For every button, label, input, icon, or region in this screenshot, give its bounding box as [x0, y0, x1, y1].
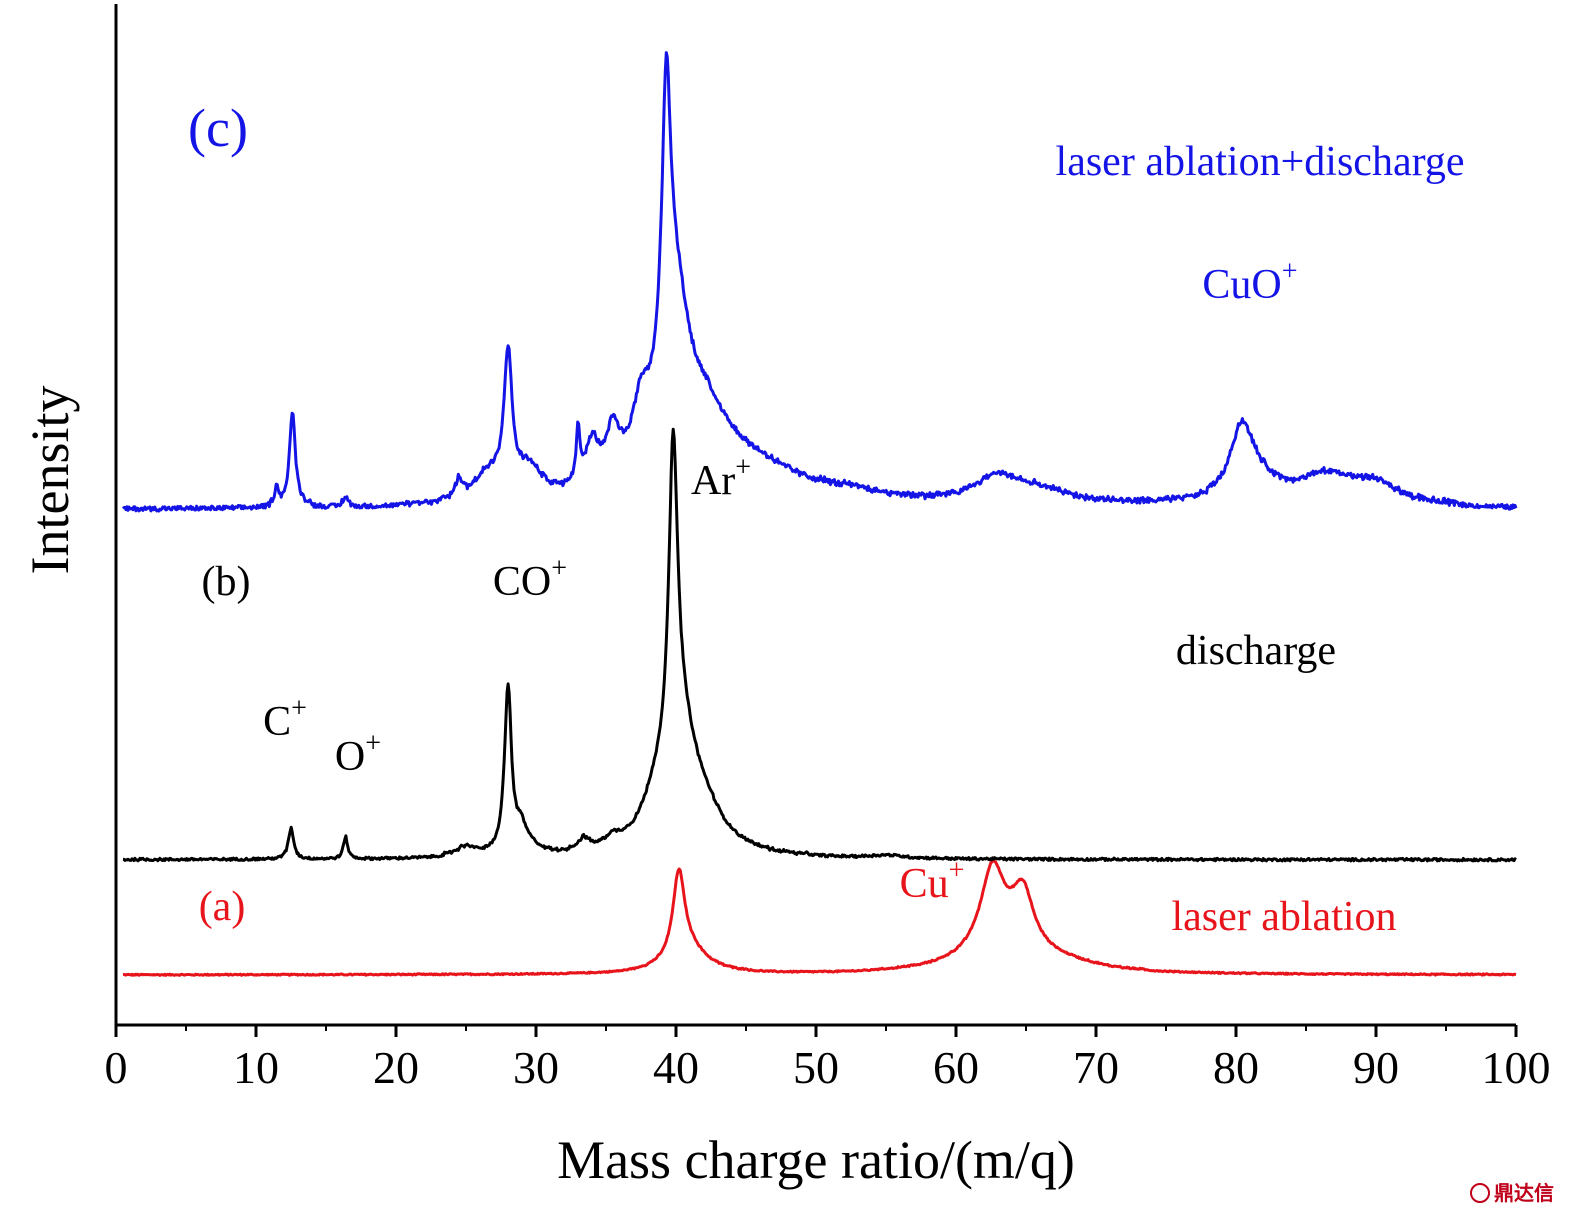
x-axis-title: Mass charge ratio/(m/q) — [557, 1130, 1075, 1190]
x-tick-label: 30 — [513, 1042, 559, 1093]
x-tick-label: 80 — [1213, 1042, 1259, 1093]
x-axis-ticks: 0 10 20 30 40 50 60 70 80 90 100 — [105, 1025, 1551, 1093]
x-tick-label: 20 — [373, 1042, 419, 1093]
series-label-laser-ablation: laser ablation — [1171, 894, 1396, 940]
series-line-laser-ablation — [122, 859, 1517, 977]
panel-label-a: (a) — [199, 884, 246, 930]
x-tick-label: 70 — [1073, 1042, 1119, 1093]
x-tick-label: 60 — [933, 1042, 979, 1093]
series-line-laser-ablation-discharge — [121, 51, 1518, 513]
watermark-text: 鼎达信 — [1494, 1181, 1554, 1205]
annotation-cu-plus: Cu+ — [900, 855, 965, 907]
series-layer — [121, 51, 1518, 977]
series-label-laser-ablation-discharge: laser ablation+discharge — [1056, 139, 1465, 185]
annotation-o-plus: O+ — [335, 728, 381, 780]
annotation-ar-plus: Ar+ — [691, 452, 751, 504]
watermark-logo: 鼎达信 — [1470, 1181, 1554, 1205]
annotation-c-plus: C+ — [263, 693, 307, 745]
x-tick-label: 0 — [105, 1042, 128, 1093]
series-label-discharge: discharge — [1176, 628, 1336, 674]
series-line-discharge — [122, 427, 1517, 863]
panel-label-b: (b) — [202, 559, 251, 605]
x-tick-label: 10 — [233, 1042, 279, 1093]
x-tick-label: 40 — [653, 1042, 699, 1093]
panel-label-c: (c) — [188, 98, 248, 158]
annotation-co-plus: CO+ — [493, 553, 567, 605]
annotation-cuo-plus: CuO+ — [1202, 256, 1297, 308]
x-tick-label: 50 — [793, 1042, 839, 1093]
x-tick-label: 90 — [1353, 1042, 1399, 1093]
y-axis-title: Intensity — [20, 386, 80, 575]
watermark-seal-icon — [1470, 1183, 1490, 1203]
x-tick-label: 100 — [1482, 1042, 1551, 1093]
